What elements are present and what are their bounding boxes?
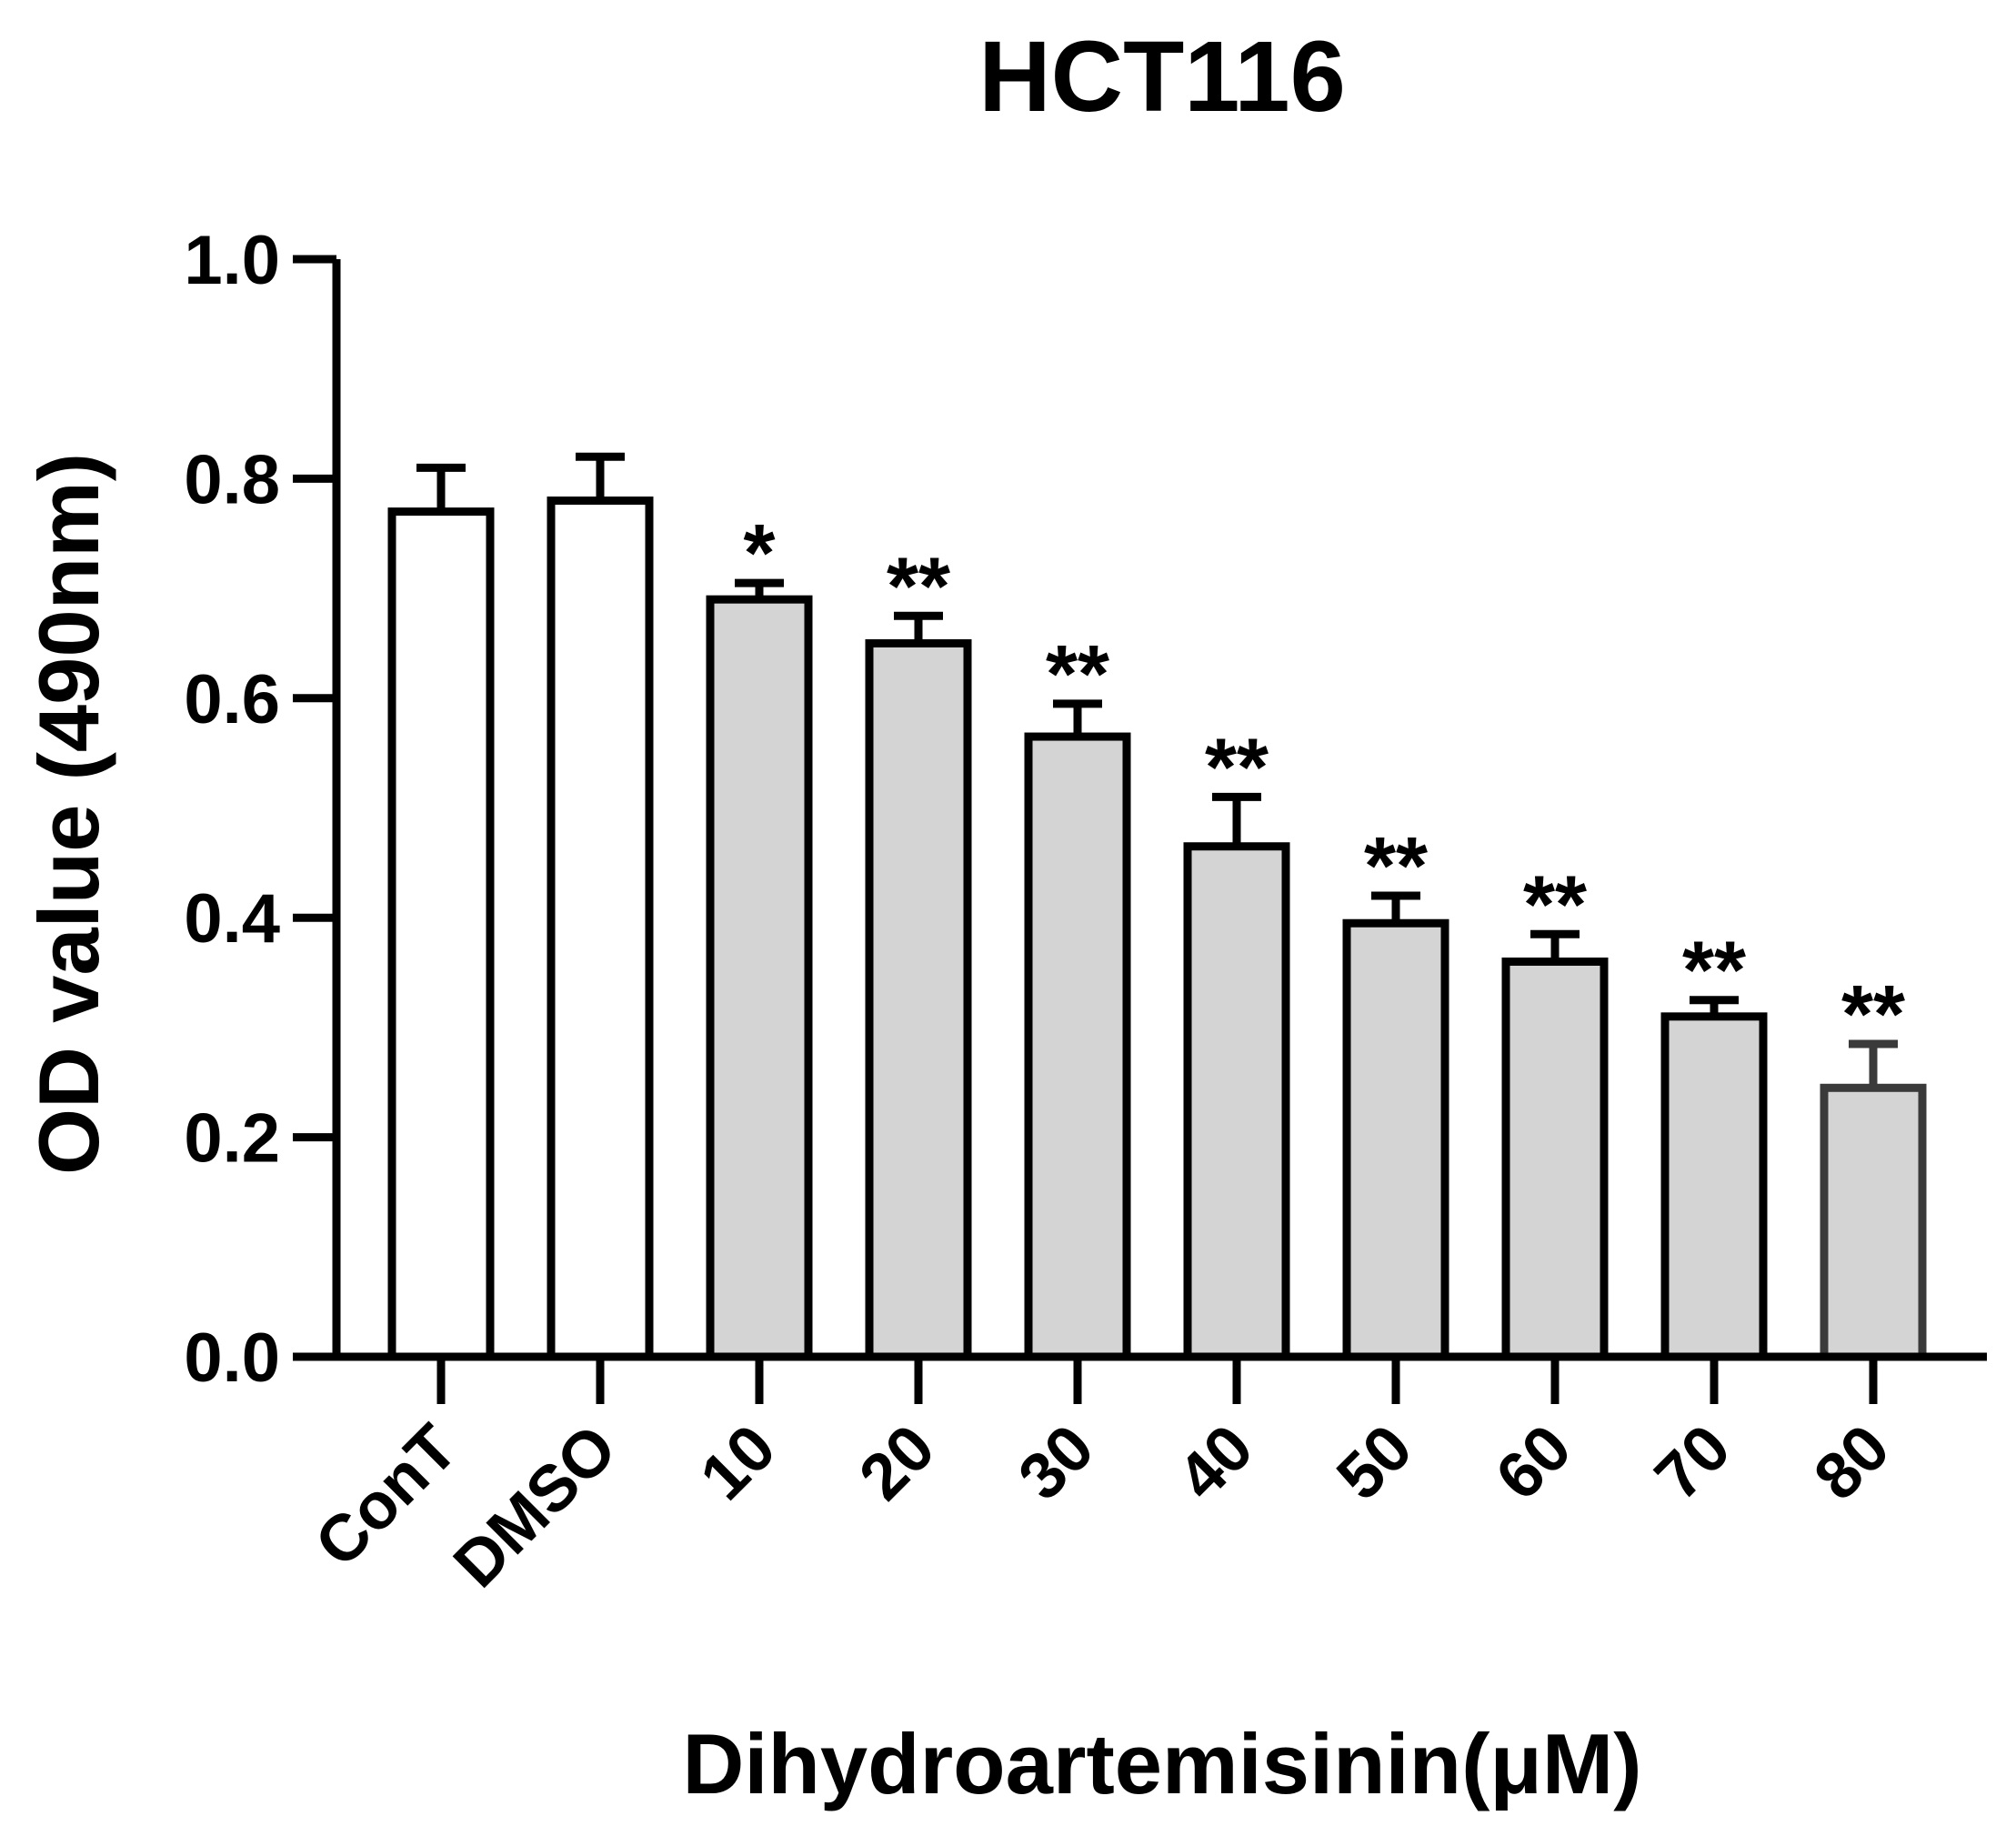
y-tick-label: 1.0	[184, 222, 280, 299]
significance-label: *	[743, 508, 775, 599]
bar	[1660, 1012, 1768, 1361]
significance-label: **	[1205, 722, 1269, 813]
x-tick-label: 50	[1323, 1411, 1426, 1514]
bar	[1024, 732, 1131, 1361]
y-tick-label: 0.8	[184, 441, 280, 518]
bar	[706, 595, 813, 1361]
y-axis-label: OD value (490nm)	[21, 453, 116, 1175]
x-tick-label: 60	[1482, 1411, 1585, 1514]
significance-label: **	[1364, 821, 1428, 912]
y-tick-label: 0.0	[184, 1319, 280, 1397]
bar	[1342, 918, 1449, 1361]
bar	[1820, 1083, 1927, 1361]
significance-label: **	[1682, 926, 1746, 1017]
x-tick-label: 40	[1164, 1411, 1267, 1514]
x-tick-label: 70	[1641, 1411, 1744, 1514]
bar	[1183, 842, 1290, 1361]
significance-label: **	[1046, 629, 1109, 720]
x-tick-label: 80	[1800, 1411, 1903, 1514]
y-tick-label: 0.6	[184, 661, 280, 738]
x-axis-label: Dihydroartemisinin(μM)	[682, 1716, 1641, 1811]
significance-label: **	[1523, 859, 1587, 950]
bar	[547, 497, 654, 1361]
y-tick-label: 0.2	[184, 1100, 280, 1178]
bar	[1501, 957, 1609, 1361]
bar	[865, 638, 972, 1361]
plot-area: 0.00.20.40.60.81.0ConTDMSO*10**20**30**4…	[184, 222, 1987, 1601]
x-tick-label: 10	[687, 1411, 789, 1514]
y-tick-label: 0.4	[184, 880, 280, 958]
significance-label: **	[1841, 969, 1905, 1060]
x-tick-label: 20	[846, 1411, 948, 1514]
x-tick-label: DMSO	[440, 1411, 630, 1601]
x-tick-label: 30	[1005, 1411, 1108, 1514]
significance-label: **	[887, 541, 950, 632]
bar	[387, 507, 495, 1361]
chart-title: HCT116	[978, 21, 1346, 133]
